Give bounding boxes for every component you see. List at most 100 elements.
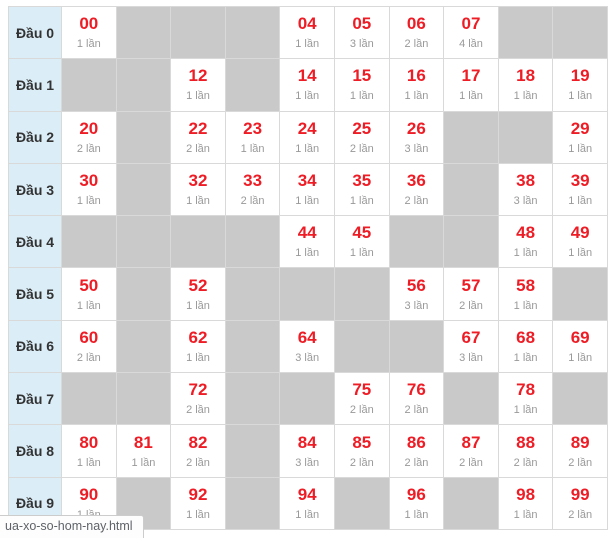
cell-count: 1 lần: [349, 247, 374, 260]
cell-count: 2 lần: [404, 195, 429, 208]
cell-number: 72: [188, 380, 208, 400]
number-cell-69: 69 1 lần: [553, 320, 607, 373]
cell-number: 56: [406, 275, 426, 295]
number-cell-45: 45 1 lần: [334, 216, 389, 268]
cell-count: 4 lần: [459, 38, 483, 51]
cell-number: 85: [352, 432, 372, 452]
empty-cell-row0-col1: [116, 7, 171, 59]
cell-number: 62: [188, 327, 208, 347]
empty-cell-row4-col3: [225, 216, 280, 268]
number-cell-85: 85 2 lần: [334, 425, 389, 477]
cell-count: 3 lần: [349, 38, 374, 51]
number-cell-89: 89 2 lần: [553, 425, 607, 477]
number-cell-33: 33 2 lần: [225, 163, 280, 216]
row-label-dau-2: Đầu 2: [9, 111, 61, 163]
empty-cell-row0-col3: [225, 7, 280, 59]
cell-number: 33: [243, 171, 263, 191]
cell-count: 1 lần: [568, 90, 593, 103]
cell-number: 76: [406, 380, 426, 400]
cell-count: 1 lần: [513, 247, 538, 260]
cell-count: 2 lần: [404, 38, 429, 51]
number-cell-72: 72 2 lần: [171, 373, 225, 425]
cell-count: 3 lần: [459, 351, 483, 364]
row-label-dau-1: Đầu 1: [9, 59, 61, 111]
cell-number: 98: [516, 484, 536, 504]
cell-count: 2 lần: [349, 456, 374, 469]
number-cell-84: 84 3 lần: [280, 425, 334, 477]
number-cell-62: 62 1 lần: [171, 320, 225, 373]
row-label-dau-8: Đầu 8: [9, 425, 61, 477]
cell-number: 68: [516, 327, 536, 347]
cell-number: 90: [79, 484, 99, 504]
empty-cell-row7-col4: [280, 373, 334, 425]
cell-number: 64: [297, 327, 317, 347]
cell-count: 3 lần: [404, 299, 429, 312]
number-cell-36: 36 2 lần: [389, 163, 444, 216]
cell-count: 1 lần: [295, 195, 320, 208]
cell-number: 32: [188, 171, 208, 191]
cell-count: 1 lần: [76, 299, 101, 312]
number-cell-17: 17 1 lần: [444, 59, 498, 111]
cell-count: 3 lần: [513, 195, 538, 208]
cell-number: 18: [516, 66, 536, 86]
cell-count: 1 lần: [76, 456, 101, 469]
cell-number: 84: [297, 432, 317, 452]
cell-number: 04: [297, 14, 317, 34]
empty-cell-row2-col1: [116, 111, 171, 163]
number-cell-07: 07 4 lần: [444, 7, 498, 59]
cell-count: 2 lần: [240, 195, 265, 208]
number-cell-12: 12 1 lần: [171, 59, 225, 111]
cell-number: 00: [79, 14, 99, 34]
number-cell-64: 64 3 lần: [280, 320, 334, 373]
cell-number: 99: [570, 484, 590, 504]
number-cell-99: 99 2 lần: [553, 477, 607, 529]
empty-cell-row0-col8: [498, 7, 553, 59]
empty-cell-row5-col9: [553, 268, 607, 320]
number-cell-29: 29 1 lần: [553, 111, 607, 163]
number-cell-16: 16 1 lần: [389, 59, 444, 111]
empty-cell-row8-col3: [225, 425, 280, 477]
number-cell-81: 81 1 lần: [116, 425, 171, 477]
cell-count: 2 lần: [186, 142, 210, 155]
cell-number: 57: [461, 275, 481, 295]
cell-count: 1 lần: [513, 299, 538, 312]
cell-count: 2 lần: [76, 351, 101, 364]
cell-number: 36: [406, 171, 426, 191]
cell-number: 20: [79, 118, 99, 138]
cell-count: 1 lần: [295, 142, 320, 155]
number-cell-92: 92 1 lần: [171, 477, 225, 529]
number-cell-49: 49 1 lần: [553, 216, 607, 268]
number-cell-94: 94 1 lần: [280, 477, 334, 529]
cell-count: 1 lần: [513, 404, 538, 417]
cell-count: 1 lần: [186, 90, 210, 103]
empty-cell-row5-col1: [116, 268, 171, 320]
cell-count: 1 lần: [295, 247, 320, 260]
cell-number: 15: [352, 66, 372, 86]
cell-number: 16: [406, 66, 426, 86]
number-cell-44: 44 1 lần: [280, 216, 334, 268]
lottery-head-frequency-table: Đầu 0 00 1 lần 04 1 lần 05 3 lần 06 2 lần 07 4 lần…: [8, 6, 608, 530]
cell-count: 1 lần: [131, 456, 156, 469]
empty-cell-row0-col2: [171, 7, 225, 59]
cell-number: 49: [570, 223, 590, 243]
cell-count: 1 lần: [513, 508, 538, 521]
cell-number: 92: [188, 484, 208, 504]
empty-cell-row3-col1: [116, 163, 171, 216]
cell-count: 1 lần: [404, 508, 429, 521]
cell-number: 80: [79, 432, 99, 452]
empty-cell-row5-col5: [334, 268, 389, 320]
cell-count: 2 lần: [76, 142, 101, 155]
number-cell-15: 15 1 lần: [334, 59, 389, 111]
cell-count: 1 lần: [295, 38, 320, 51]
cell-number: 69: [570, 327, 590, 347]
empty-cell-row2-col7: [444, 111, 498, 163]
empty-cell-row4-col0: [62, 216, 116, 268]
cell-count: 1 lần: [459, 90, 483, 103]
cell-count: 1 lần: [404, 90, 429, 103]
number-cell-30: 30 1 lần: [62, 163, 116, 216]
cell-count: 2 lần: [568, 456, 593, 469]
number-cell-87: 87 2 lần: [444, 425, 498, 477]
cell-number: 35: [352, 171, 372, 191]
empty-cell-row0-col9: [553, 7, 607, 59]
